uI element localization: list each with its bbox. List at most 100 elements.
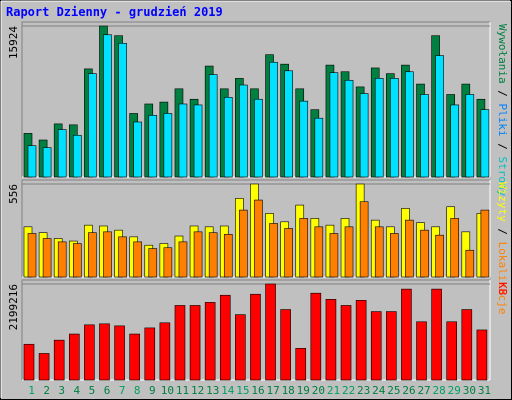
bar — [118, 236, 127, 278]
bar — [223, 97, 233, 178]
x-tick-label: 31 — [478, 384, 491, 397]
bar — [99, 323, 110, 381]
bar — [314, 117, 324, 178]
bar — [325, 299, 337, 381]
bar — [374, 226, 384, 278]
bar — [405, 71, 414, 178]
bar — [53, 339, 65, 381]
bar — [118, 42, 127, 178]
bar — [208, 74, 218, 178]
bar — [235, 314, 246, 381]
bar — [250, 293, 261, 381]
bar — [254, 98, 263, 178]
legend-entry: Lokalizacje — [496, 242, 509, 315]
x-tick-label: 24 — [372, 384, 386, 397]
y-tick-label: 15924 — [7, 26, 20, 59]
bar — [27, 233, 37, 278]
bar — [144, 327, 156, 381]
bar — [374, 78, 384, 178]
bar — [284, 228, 293, 278]
x-tick-label: 17 — [266, 384, 279, 397]
legend: KB — [496, 282, 509, 296]
bar — [72, 134, 82, 178]
bar — [420, 229, 429, 278]
y-tick-label: 2199216 — [7, 284, 20, 330]
bar — [329, 72, 339, 178]
bar — [163, 113, 173, 178]
bar — [450, 218, 460, 278]
bar — [446, 321, 458, 381]
x-tick-label: 6 — [104, 384, 111, 397]
bar — [465, 94, 475, 178]
bar — [386, 311, 397, 381]
legend-entry: Wywołania — [496, 24, 509, 84]
x-tick-label: 10 — [161, 384, 174, 397]
bar — [299, 100, 309, 178]
bar — [450, 104, 460, 178]
x-tick-label: 27 — [417, 384, 430, 397]
x-tick-label: 29 — [448, 384, 461, 397]
x-tick-label: 26 — [402, 384, 415, 397]
bar — [223, 234, 233, 278]
bar — [133, 241, 142, 278]
bar — [193, 231, 203, 278]
x-tick-label: 2 — [43, 384, 50, 397]
x-tick-label: 12 — [191, 384, 204, 397]
title: Raport Dzienny - grudzień 2019 — [6, 5, 223, 19]
bar — [344, 226, 354, 278]
bar — [178, 241, 188, 278]
bar — [461, 309, 473, 381]
bar — [359, 201, 369, 278]
bar — [103, 34, 112, 178]
x-tick-label: 23 — [357, 384, 370, 397]
bar — [295, 348, 307, 381]
bar — [476, 329, 488, 381]
bar — [390, 233, 399, 278]
bar — [359, 93, 369, 178]
bar — [390, 78, 399, 178]
bar — [329, 233, 339, 278]
bar — [370, 311, 382, 381]
bar — [416, 321, 427, 381]
x-tick-label: 20 — [312, 384, 325, 397]
bar — [239, 84, 248, 178]
bar — [57, 241, 67, 278]
x-tick-label: 21 — [327, 384, 340, 397]
legend: Wizyty / Lokalizacje — [496, 182, 509, 314]
bar — [431, 288, 442, 381]
bar — [355, 300, 367, 381]
x-tick-label: 28 — [433, 384, 446, 397]
bar — [480, 109, 490, 178]
bar — [340, 305, 352, 381]
legend: Wywołania / Pliki / Strony — [496, 24, 509, 197]
bar — [178, 103, 188, 178]
bar — [133, 121, 142, 178]
x-tick-label: 8 — [134, 384, 141, 397]
bar — [148, 248, 158, 278]
bar — [189, 305, 201, 381]
bar — [42, 238, 52, 278]
bar — [401, 288, 412, 381]
bar — [84, 324, 95, 381]
bar — [299, 218, 309, 278]
bar — [159, 322, 171, 381]
bar — [27, 145, 37, 178]
bar — [254, 199, 263, 278]
bar — [193, 104, 203, 178]
x-tick-label: 30 — [463, 384, 476, 397]
bar — [148, 115, 158, 178]
bar — [420, 94, 429, 178]
legend-entry: KB — [496, 282, 509, 296]
x-tick-label: 3 — [58, 384, 65, 397]
bar — [269, 61, 278, 178]
bar — [405, 219, 414, 278]
x-tick-label: 25 — [387, 384, 400, 397]
bar — [465, 249, 475, 278]
bar — [163, 247, 173, 278]
bar — [72, 243, 82, 278]
legend-entry: Wizyty — [496, 182, 509, 222]
legend-entry: Pliki — [496, 103, 509, 136]
bar — [88, 232, 97, 278]
bar — [435, 234, 444, 278]
